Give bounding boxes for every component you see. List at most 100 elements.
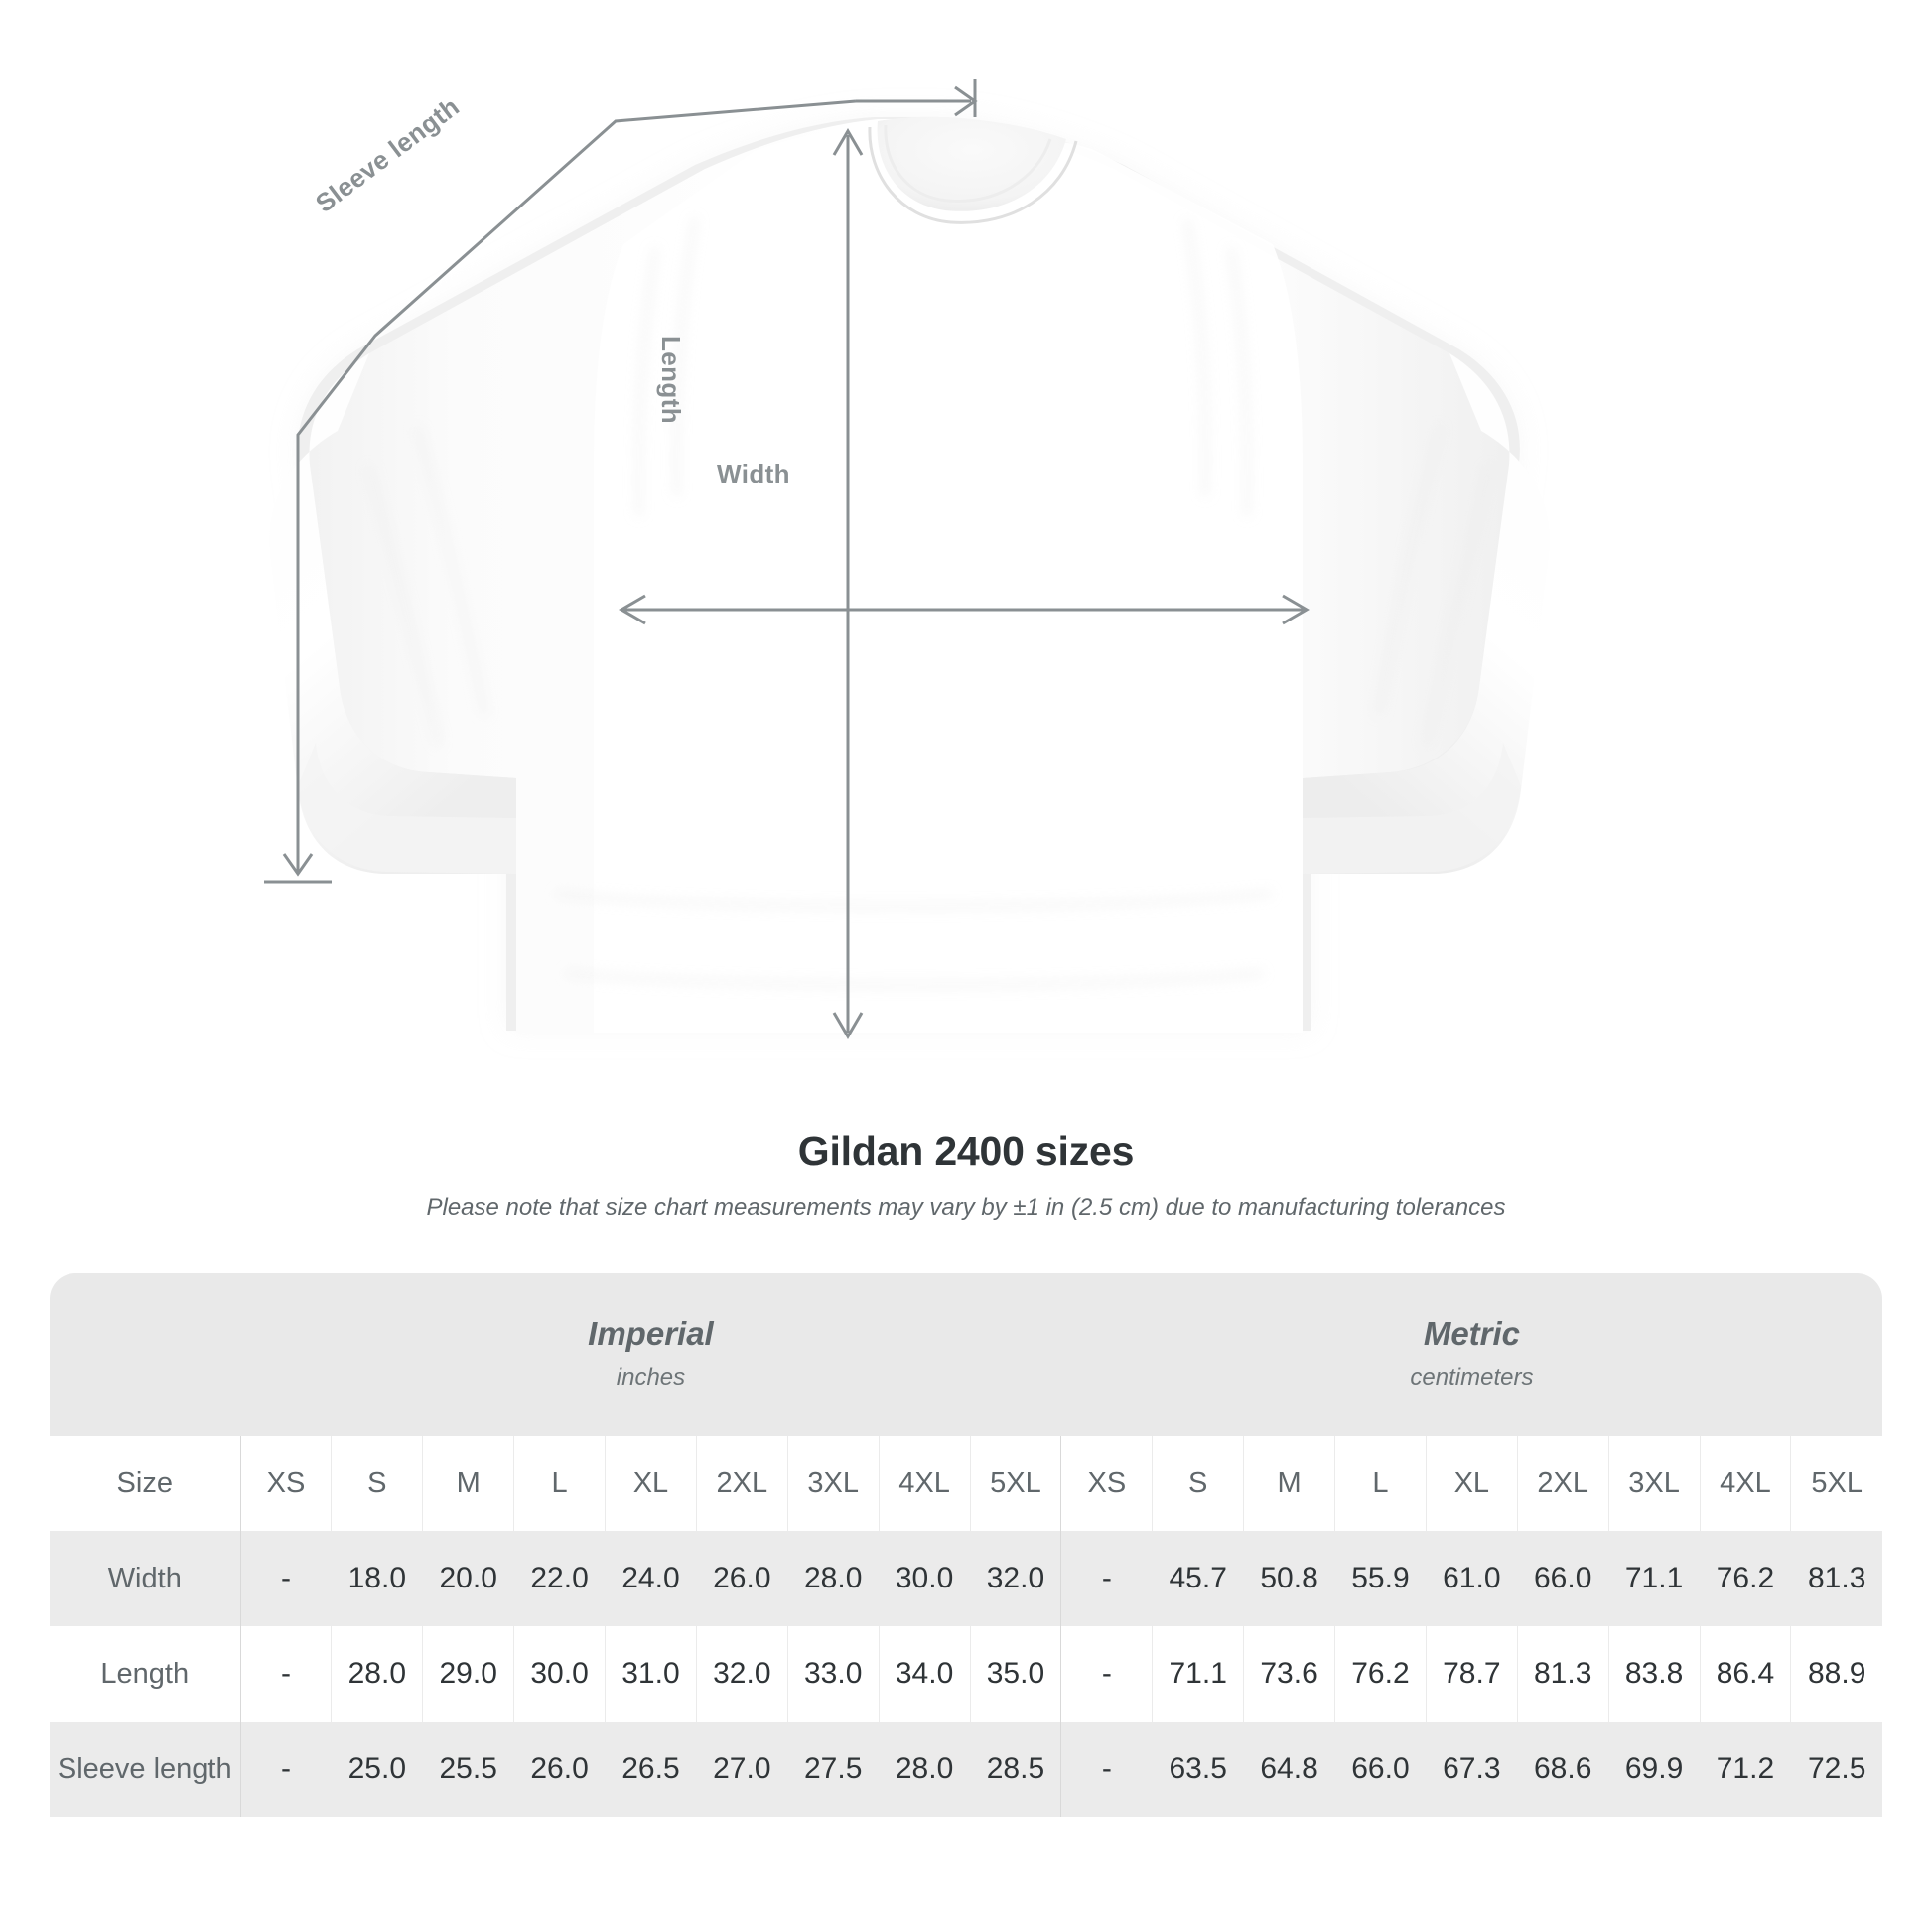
size-header-metric-s: S bbox=[1152, 1436, 1244, 1531]
cell-sleeve-length-imperial-l: 26.0 bbox=[513, 1722, 606, 1817]
unit-row-spacer bbox=[50, 1273, 241, 1436]
cell-width-imperial-2xl: 26.0 bbox=[695, 1531, 788, 1626]
shirt-body bbox=[309, 119, 1510, 1033]
cell-width-imperial-s: 18.0 bbox=[331, 1531, 423, 1626]
cell-sleeve-length-metric-m: 64.8 bbox=[1243, 1722, 1335, 1817]
length-label: Length bbox=[656, 336, 686, 425]
size-header-row: Size XS S M L XL 2XL 3XL 4XL 5XL XS S M L XL 2XL 3XL 4XL 5… bbox=[50, 1436, 1882, 1531]
cell-length-metric-xs: - bbox=[1060, 1626, 1153, 1722]
width-label: Width bbox=[717, 459, 790, 488]
cell-length-imperial-5xl: 35.0 bbox=[969, 1626, 1061, 1722]
cell-length-metric-m: 73.6 bbox=[1243, 1626, 1335, 1722]
cell-length-imperial-2xl: 32.0 bbox=[695, 1626, 788, 1722]
cell-length-metric-l: 76.2 bbox=[1334, 1626, 1427, 1722]
sleeve-arrow-head-bottom bbox=[282, 853, 314, 877]
caption-block: Gildan 2400 sizes Please note that size … bbox=[0, 1128, 1932, 1222]
size-header-metric-2xl: 2XL bbox=[1516, 1436, 1609, 1531]
length-arrow-head-bottom bbox=[832, 1012, 864, 1039]
table-row: Sleeve length -25.0 25.5 26.0 26.5 27.0 27.5 28… bbox=[50, 1722, 1882, 1817]
size-header-imperial-xl: XL bbox=[605, 1436, 697, 1531]
shirt-illustration: Sleeve length Length Width bbox=[264, 79, 1550, 1039]
cell-length-metric-2xl: 81.3 bbox=[1516, 1626, 1609, 1722]
size-chart-table: Imperial inches Metric centimeters Size XS S M L… bbox=[50, 1273, 1882, 1817]
cell-sleeve-length-metric-s: 63.5 bbox=[1152, 1722, 1244, 1817]
cell-width-imperial-4xl: 30.0 bbox=[878, 1531, 971, 1626]
fabric-wrinkles bbox=[366, 217, 1492, 988]
size-header-metric-3xl: 3XL bbox=[1607, 1436, 1701, 1531]
cell-width-metric-m: 50.8 bbox=[1243, 1531, 1335, 1626]
size-header-imperial-4xl: 4XL bbox=[878, 1436, 971, 1531]
width-arrow-head-right bbox=[1282, 594, 1310, 625]
cell-sleeve-length-metric-2xl: 68.6 bbox=[1516, 1722, 1609, 1817]
table-row: Width -18.0 20.0 22.0 24.0 26.0 28.0 30.0 32.0-4… bbox=[50, 1531, 1882, 1626]
cell-sleeve-length-metric-5xl: 72.5 bbox=[1790, 1722, 1882, 1817]
cell-length-metric-s: 71.1 bbox=[1152, 1626, 1244, 1722]
cell-sleeve-length-imperial-s: 25.0 bbox=[331, 1722, 423, 1817]
size-column-header: Size bbox=[50, 1436, 241, 1531]
right-sleeve bbox=[1303, 353, 1550, 874]
cell-length-imperial-l: 30.0 bbox=[513, 1626, 606, 1722]
cell-width-metric-4xl: 76.2 bbox=[1699, 1531, 1791, 1626]
size-header-metric-xl: XL bbox=[1425, 1436, 1518, 1531]
cell-width-imperial-l: 22.0 bbox=[513, 1531, 606, 1626]
unit-group-name: Metric bbox=[1423, 1314, 1521, 1352]
size-header-imperial-xs: XS bbox=[239, 1436, 332, 1531]
cell-width-imperial-xs: - bbox=[239, 1531, 332, 1626]
cell-sleeve-length-imperial-xs: - bbox=[239, 1722, 332, 1817]
cell-sleeve-length-metric-xl: 67.3 bbox=[1425, 1722, 1518, 1817]
cell-sleeve-length-metric-xs: - bbox=[1060, 1722, 1153, 1817]
cell-sleeve-length-metric-4xl: 71.2 bbox=[1699, 1722, 1791, 1817]
cell-sleeve-length-imperial-xl: 26.5 bbox=[605, 1722, 697, 1817]
size-header-metric-xs: XS bbox=[1060, 1436, 1153, 1531]
cell-width-imperial-3xl: 28.0 bbox=[786, 1531, 880, 1626]
length-arrow-head-top bbox=[832, 128, 864, 156]
cell-sleeve-length-metric-l: 66.0 bbox=[1334, 1722, 1427, 1817]
cell-length-imperial-4xl: 34.0 bbox=[878, 1626, 971, 1722]
cell-sleeve-length-metric-3xl: 69.9 bbox=[1607, 1722, 1701, 1817]
cell-length-imperial-3xl: 33.0 bbox=[786, 1626, 880, 1722]
cell-width-metric-5xl: 81.3 bbox=[1790, 1531, 1882, 1626]
cell-length-imperial-xl: 31.0 bbox=[605, 1626, 697, 1722]
size-header-imperial-s: S bbox=[331, 1436, 423, 1531]
row-label-width: Width bbox=[50, 1531, 241, 1626]
page-title: Gildan 2400 sizes bbox=[797, 1128, 1135, 1173]
size-header-metric-5xl: 5XL bbox=[1790, 1436, 1882, 1531]
shirt-diagram-svg bbox=[264, 79, 1550, 1039]
sleeve-length-line bbox=[296, 99, 857, 872]
unit-group-row: Imperial inches Metric centimeters bbox=[50, 1273, 1882, 1436]
cell-length-imperial-xs: - bbox=[239, 1626, 332, 1722]
size-header-imperial-3xl: 3XL bbox=[786, 1436, 880, 1531]
cell-sleeve-length-imperial-m: 25.5 bbox=[422, 1722, 514, 1817]
cell-width-metric-s: 45.7 bbox=[1152, 1531, 1244, 1626]
width-arrow-head-left bbox=[619, 594, 646, 625]
cell-width-metric-2xl: 66.0 bbox=[1516, 1531, 1609, 1626]
unit-group-name: Imperial bbox=[588, 1314, 714, 1352]
cell-width-metric-xl: 61.0 bbox=[1425, 1531, 1518, 1626]
size-header-metric-m: M bbox=[1243, 1436, 1335, 1531]
cell-sleeve-length-imperial-2xl: 27.0 bbox=[695, 1722, 788, 1817]
unit-group-imperial: Imperial inches bbox=[240, 1273, 1061, 1436]
cell-width-metric-xs: - bbox=[1060, 1531, 1153, 1626]
size-header-metric-4xl: 4XL bbox=[1699, 1436, 1791, 1531]
measurement-guides bbox=[264, 79, 1310, 1039]
tolerance-note: Please note that size chart measurements… bbox=[426, 1194, 1506, 1221]
cell-length-metric-3xl: 83.8 bbox=[1607, 1626, 1701, 1722]
cell-width-imperial-m: 20.0 bbox=[422, 1531, 514, 1626]
collar bbox=[868, 116, 1078, 224]
cell-length-metric-4xl: 86.4 bbox=[1699, 1626, 1791, 1722]
cell-length-metric-xl: 78.7 bbox=[1425, 1626, 1518, 1722]
table-row: Length -28.0 29.0 30.0 31.0 32.0 33.0 34.0 35.0-… bbox=[50, 1626, 1882, 1722]
left-sleeve bbox=[269, 353, 516, 874]
cell-width-imperial-xl: 24.0 bbox=[605, 1531, 697, 1626]
row-label-length: Length bbox=[50, 1626, 241, 1722]
size-header-imperial-l: L bbox=[513, 1436, 606, 1531]
unit-group-metric: Metric centimeters bbox=[1060, 1273, 1882, 1436]
cell-length-metric-5xl: 88.9 bbox=[1790, 1626, 1882, 1722]
row-label-sleeve-length: Sleeve length bbox=[50, 1722, 241, 1817]
cell-width-metric-l: 55.9 bbox=[1334, 1531, 1427, 1626]
cell-sleeve-length-imperial-3xl: 27.5 bbox=[786, 1722, 880, 1817]
cell-length-imperial-m: 29.0 bbox=[422, 1626, 514, 1722]
cell-width-metric-3xl: 71.1 bbox=[1607, 1531, 1701, 1626]
unit-group-subtitle: centimeters bbox=[1410, 1364, 1534, 1392]
size-header-imperial-2xl: 2XL bbox=[695, 1436, 788, 1531]
